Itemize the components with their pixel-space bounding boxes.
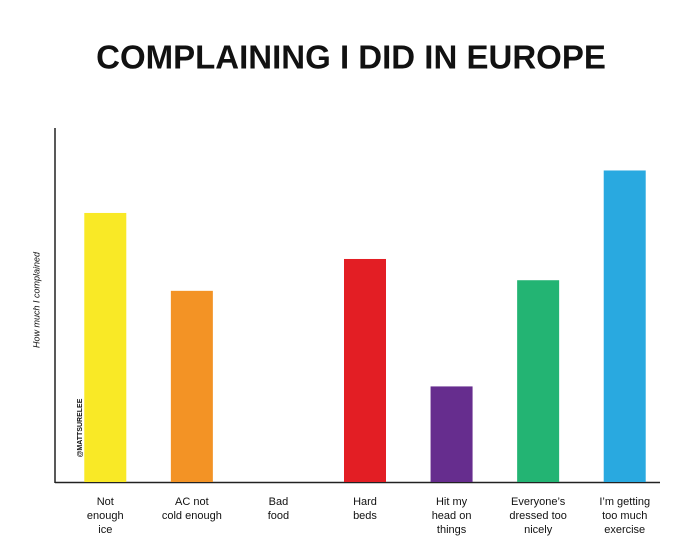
bar [603, 170, 646, 483]
chart-title: COMPLAINING I DID IN EUROPE [96, 39, 606, 76]
x-tick-label: Bad food [268, 496, 289, 522]
bar [517, 280, 560, 482]
y-axis-label: How much I complained [31, 251, 41, 348]
x-tick-label: Everyone’s dressed too nicely [509, 496, 566, 536]
x-tick-label: I’m getting too much exercise [599, 496, 650, 536]
x-tick-label: Not enough ice [87, 496, 124, 536]
bar [84, 212, 127, 482]
bar [430, 386, 473, 482]
x-tick-label: Hit my head on things [432, 496, 472, 536]
x-tick-label: Hard beds [353, 496, 377, 522]
bar [170, 290, 213, 482]
x-tick-label: AC not cold enough [162, 496, 222, 522]
bar [344, 258, 386, 482]
watermark: @MATTSURELEE [77, 398, 84, 457]
